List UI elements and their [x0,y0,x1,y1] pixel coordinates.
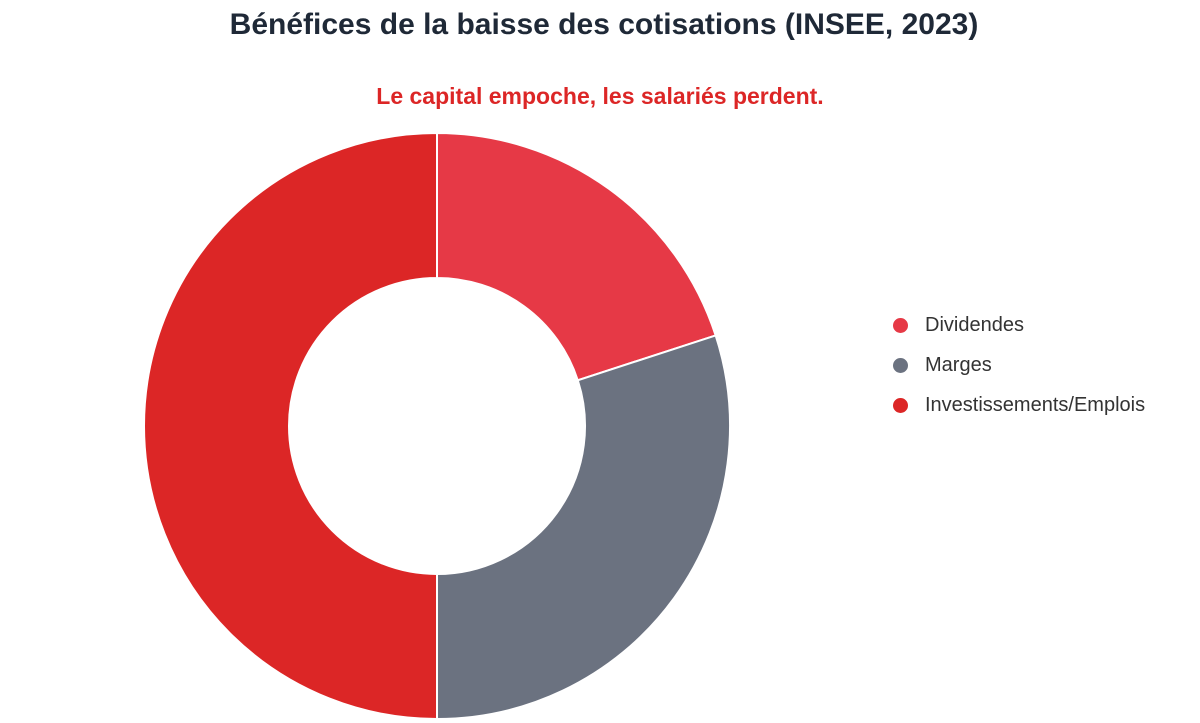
legend-label: Dividendes [925,313,1024,336]
legend-item-marges: Marges [893,345,1145,385]
chart-legend: Dividendes Marges Investissements/Emplois [893,305,1145,425]
chart-title: Bénéfices de la baisse des cotisations (… [229,8,979,41]
legend-item-investissements-emplois: Investissements/Emplois [893,385,1145,425]
legend-swatch [893,397,908,413]
slice-dividendes [436,131,717,382]
legend-swatch [893,317,908,333]
legend-item-dividendes: Dividendes [893,305,1145,345]
legend-label: Investissements/Emplois [925,393,1146,416]
legend-swatch [893,357,908,373]
slice-marges [436,334,731,721]
chart-subtitle: Le capital empoche, les salariés perdent… [376,83,824,109]
legend-label: Marges [925,353,992,376]
slice-investissements-emplois [143,131,438,721]
